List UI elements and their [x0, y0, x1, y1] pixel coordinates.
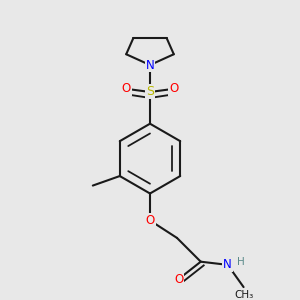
- Text: H: H: [237, 257, 244, 267]
- Text: O: O: [169, 82, 178, 95]
- Text: O: O: [146, 214, 154, 227]
- Text: S: S: [146, 85, 154, 98]
- Text: CH₃: CH₃: [234, 290, 253, 300]
- Text: N: N: [223, 258, 232, 272]
- Text: O: O: [174, 273, 183, 286]
- Text: O: O: [122, 82, 131, 95]
- Text: N: N: [146, 58, 154, 71]
